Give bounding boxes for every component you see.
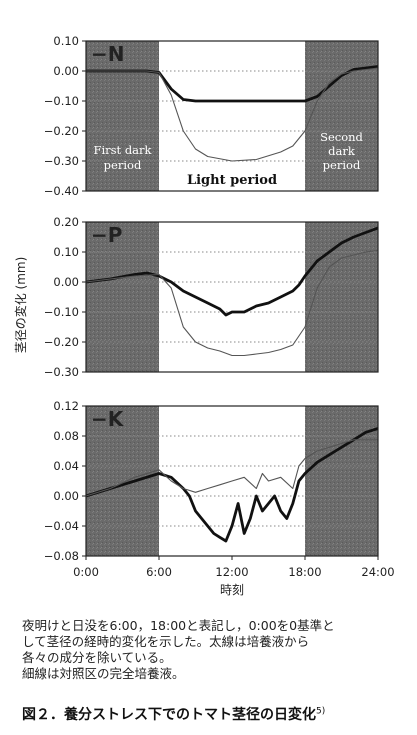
x-tick-label: 12:00 [215,565,248,579]
thick-line-series [86,427,378,543]
figure-reference: 5) [316,706,326,717]
panel-label: −K [91,407,125,431]
y-tick-label: 0.00 [53,64,79,78]
y-tick-label: 0.20 [53,215,79,229]
first-dark-period-region [86,406,159,556]
x-axis-label: 時刻 [220,583,244,597]
y-tick-label: −0.10 [44,305,79,319]
y-tick-label: 0.10 [53,34,79,48]
second-dark-period-label: period [323,158,361,172]
y-tick-label: 0.12 [53,399,79,413]
y-tick-label: −0.08 [44,549,79,563]
figure-title-text: 図２．養分ストレス下でのトマト茎径の日変化 [22,707,316,723]
x-tick-label: 6:00 [146,565,172,579]
caption-line: 細線は対照区の完全培養液。 [22,666,185,681]
y-tick-label: −0.30 [44,365,79,379]
y-tick-label: 0.08 [53,429,79,443]
plot-frame [85,221,379,373]
y-tick-label: 0.04 [53,459,79,473]
thin-line-series [86,67,378,162]
thin-line-series [86,439,378,497]
second-dark-period-label: dark [328,144,356,158]
light-period-label: Light period [187,173,277,188]
second-dark-period-label: Second [320,130,363,144]
x-tick-label: 24:00 [361,565,394,579]
figure-caption: 夜明けと日没を6:00，18:00と表記し，0:00を0基準と して茎径の経時的… [22,618,402,682]
caption-line: 各々の成分を除いている。 [22,650,172,665]
second-dark-period-region [305,41,378,191]
light-period-region [159,41,305,191]
y-tick-label: −0.40 [44,184,79,198]
panel-label: −P [91,223,122,247]
y-tick-label: −0.10 [44,94,79,108]
thin-line-series [86,249,378,357]
y-tick-label: 0.00 [53,275,79,289]
panel-minus-k: 0.12 0.08 0.04 0.00 −0.04 −0.08 −K 0:00 6:00 12:0… [44,399,395,597]
y-tick-label: 0.10 [53,245,79,259]
panel-label: −N [91,42,125,66]
caption-line: 夜明けと日没を6:00，18:00と表記し，0:00を0基準と [22,618,335,633]
first-dark-period-region [86,222,159,372]
y-tick-label: −0.20 [44,124,79,138]
plot-frame [85,40,379,192]
first-dark-period-label: First dark [93,143,152,157]
panel-minus-p: 0.20 0.10 0.00 −0.10 −0.20 −0.30 −P [44,215,379,379]
thick-line-series [86,226,378,317]
panel-minus-n: 0.10 0.00 −0.10 −0.20 −0.30 −0.40 −N First dark… [44,34,379,198]
y-tick-label: −0.30 [44,154,79,168]
figure-title: 図２．養分ストレス下でのトマト茎径の日変化5) [22,704,412,724]
second-dark-period-region [305,406,378,556]
x-tick-label: 0:00 [73,565,99,579]
stem-diameter-figure: 茎径の変化 (mm) 0.10 0.00 −0.10 −0.20 −0.30 −0.40 −… [13,34,395,597]
first-dark-period-label: period [104,158,142,172]
y-tick-label: −0.04 [44,519,79,533]
y-axis-label: 茎径の変化 (mm) [13,257,28,354]
x-tick-label: 18:00 [288,565,321,579]
second-dark-period-region [305,222,378,372]
caption-line: して茎径の経時的変化を示した。太線は培養液から [22,634,310,649]
y-tick-label: 0.00 [53,489,79,503]
first-dark-period-region [86,41,159,191]
y-tick-label: −0.20 [44,335,79,349]
